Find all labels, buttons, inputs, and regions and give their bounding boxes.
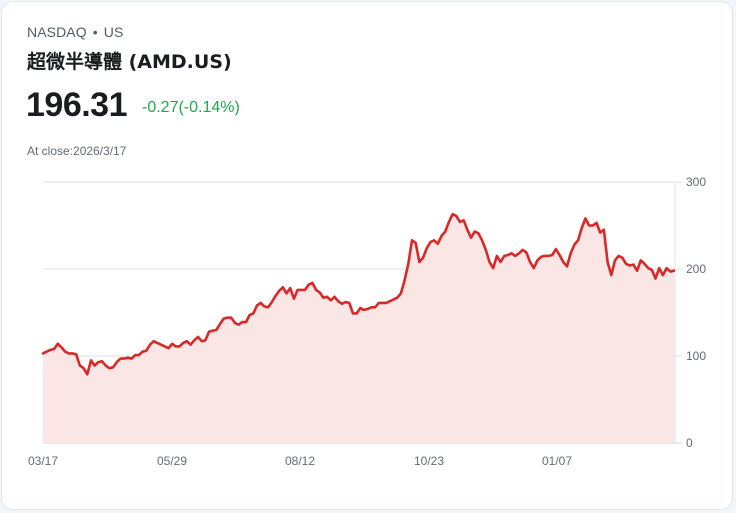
y-tick-label: 100 — [686, 349, 706, 363]
x-tick-label: 01/07 — [542, 454, 572, 468]
y-tick-label: 0 — [686, 436, 693, 450]
chart-area-fill — [43, 214, 674, 443]
y-tick-label: 300 — [686, 175, 706, 189]
chart-price-line — [41, 212, 676, 376]
y-axis: 0 100 200 300 — [686, 175, 706, 450]
x-tick-label: 08/12 — [285, 454, 315, 468]
y-tick-label: 200 — [686, 262, 706, 276]
separator-dot: • — [92, 24, 98, 40]
exchange-name: NASDAQ — [27, 24, 87, 40]
x-tick-label: 05/29 — [157, 454, 187, 468]
x-axis: 03/17 05/29 08/12 10/23 01/07 — [28, 454, 572, 468]
price-change: -0.27(-0.14%) — [142, 99, 240, 116]
region-name: US — [103, 24, 124, 40]
exchange-label: NASDAQ • US — [27, 24, 123, 40]
x-tick-label: 10/23 — [414, 454, 444, 468]
close-date: At close:2026/3/17 — [27, 144, 127, 158]
x-tick-label: 03/17 — [28, 454, 58, 468]
stock-price: 196.31 — [26, 86, 128, 124]
stock-title: 超微半導體 (AMD.US) — [27, 51, 232, 73]
